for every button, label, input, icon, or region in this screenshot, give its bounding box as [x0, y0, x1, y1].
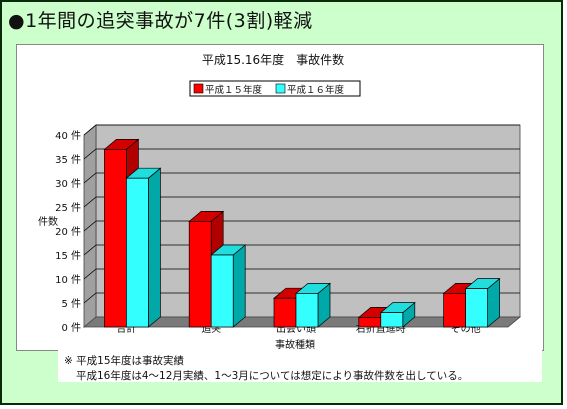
legend-swatch-series-1 — [193, 83, 204, 94]
bar-front — [295, 293, 319, 328]
bar-front — [273, 297, 297, 328]
y-axis-label: 件数 — [38, 215, 58, 228]
y-tick-label: 5 件 — [61, 298, 81, 310]
bars — [103, 138, 501, 328]
legend-label-series-1: 平成１５年度 — [205, 84, 263, 96]
legend-label-series-2: 平成１６年度 — [287, 84, 345, 96]
bar-front — [380, 312, 404, 328]
x-axis-label: 事故種類 — [275, 338, 315, 351]
bar — [464, 277, 501, 328]
gridline-side — [83, 268, 97, 280]
y-tick-label: 20 件 — [55, 226, 81, 238]
bar-side — [148, 167, 161, 328]
gridline-side — [83, 172, 97, 184]
bar-front — [188, 221, 212, 328]
y-tick-label: 30 件 — [55, 178, 81, 190]
note-line-2: 平成16年度は4～12月実績、1～3月については想定により事故件数を出している。 — [76, 370, 469, 382]
bar-front — [358, 317, 382, 328]
gridline-side — [83, 124, 97, 136]
y-tick-label: 0 件 — [61, 322, 81, 334]
y-tick-label: 15 件 — [55, 250, 81, 262]
bar — [210, 244, 247, 328]
bar-front — [104, 149, 127, 328]
gridline-side — [83, 148, 97, 160]
gridline-side — [83, 196, 97, 208]
legend-swatch-series-2 — [275, 83, 286, 94]
gridline-side — [83, 292, 97, 304]
chart-title: 平成15.16年度 事故件数 — [202, 52, 344, 67]
bar-side — [232, 244, 246, 328]
bar — [379, 301, 416, 328]
page-heading: ●1年間の追突事故が7件(3割)軽減 — [8, 10, 313, 32]
bar-front — [210, 254, 234, 328]
gridline-side — [83, 244, 97, 256]
legend: 平成１５年度 平成１６年度 — [189, 80, 361, 97]
y-tick-labels: 0 件 5 件 10 件 15 件 20 件 25 件 30 件 35 件 40 件 — [55, 130, 81, 334]
note-line-1: ※ 平成15年度は事故実績 — [64, 355, 184, 367]
y-tick-label: 35 件 — [55, 154, 81, 166]
bar-front — [443, 293, 466, 328]
bar-front — [126, 177, 149, 328]
bar — [125, 167, 162, 328]
bar — [295, 282, 331, 328]
legend-box — [189, 80, 361, 97]
y-tick-label: 10 件 — [55, 274, 81, 286]
note-panel — [58, 349, 542, 382]
y-tick-label: 40 件 — [55, 130, 81, 142]
y-tick-label: 25 件 — [55, 202, 81, 214]
bar-front — [465, 288, 488, 328]
gridline-side — [83, 220, 97, 232]
